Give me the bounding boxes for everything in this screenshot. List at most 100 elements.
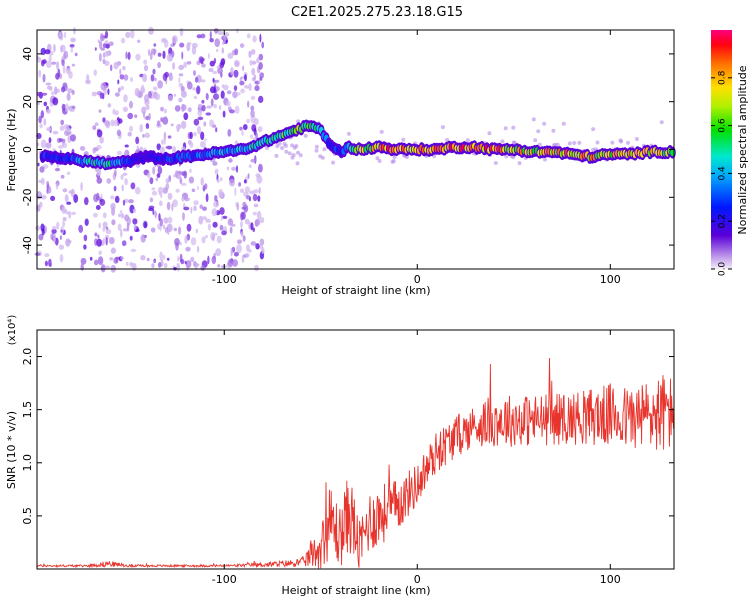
spectrogram-noise-cell (229, 178, 235, 187)
spectrogram-haze-cell (377, 159, 382, 163)
spectrogram-noise-cell (48, 55, 52, 63)
spectrogram-noise-cell (251, 67, 256, 76)
spectrogram-noise-cell (110, 247, 116, 254)
spectrogram-noise-cell (110, 195, 115, 200)
spectrogram-noise-cell (162, 224, 166, 230)
spectrogram-noise-cell (184, 197, 190, 202)
spectrogram-noise-cell (52, 97, 59, 106)
spectrogram-noise-cell (232, 259, 239, 267)
spectrogram-noise-cell (80, 182, 83, 191)
spectrogram-noise-cell (97, 256, 104, 266)
spectrogram-noise-cell (158, 213, 161, 222)
spectrogram-noise-cell (135, 136, 140, 145)
spectrogram-noise-cell (205, 92, 209, 101)
spectrogram-noise-cell (59, 254, 64, 263)
spectrogram-haze-cell (401, 137, 406, 142)
spectrogram-noise-cell (205, 112, 212, 116)
spectrogram-haze-cell (572, 141, 577, 145)
spectrogram-haze-cell (331, 160, 336, 165)
spectrogram-noise-cell (234, 61, 240, 67)
spectrogram-noise-cell (204, 234, 208, 239)
spectrogram-noise-cell (153, 259, 156, 263)
spectrogram-noise-cell (149, 52, 153, 60)
spectrogram-noise-cell (43, 101, 48, 107)
spectrogram-noise-cell (121, 184, 124, 192)
spectrogram-haze-cell (283, 143, 288, 148)
spectrogram-noise-cell (126, 222, 130, 232)
spectrogram-haze-cell (517, 161, 522, 166)
spectrogram-haze-cell (503, 126, 508, 131)
spectrogram-noise-cell (189, 168, 192, 173)
spectrogram-xtick-label: -100 (212, 273, 237, 286)
spectrogram-noise-cell (222, 215, 228, 219)
spectrogram-noise-cell (241, 211, 246, 220)
spectrogram-noise-cell (183, 112, 189, 121)
spectrogram-noise-cell (63, 50, 69, 60)
spectrogram-noise-cell (212, 70, 218, 75)
spectrogram-noise-cell (201, 99, 205, 104)
spectrogram-noise-cell (217, 30, 224, 36)
spectrogram-noise-cell (63, 142, 68, 149)
spectrogram-noise-cell (56, 61, 60, 70)
spectrogram-noise-cell (93, 69, 97, 76)
spectrogram-noise-cell (124, 144, 129, 148)
spectrogram-noise-cell (62, 220, 66, 228)
spectrogram-noise-cell (152, 86, 158, 91)
spectrogram-noise-cell (253, 203, 259, 208)
spectrogram-noise-cell (229, 226, 233, 234)
spectrogram-noise-cell (201, 236, 206, 244)
spectrogram-noise-cell (108, 41, 114, 46)
spectrogram-noise-cell (186, 61, 192, 65)
spectrogram-noise-cell (120, 85, 125, 91)
spectrogram-noise-cell (35, 225, 40, 231)
spectrogram-noise-cell (235, 92, 241, 96)
spectrogram-noise-cell (202, 206, 207, 211)
spectrogram-noise-cell (178, 77, 181, 84)
spectrogram-noise-cell (111, 219, 116, 226)
spectrogram-noise-cell (239, 126, 243, 131)
spectrogram-noise-cell (225, 39, 228, 44)
spectrogram-noise-cell (146, 257, 150, 262)
spectrogram-noise-cell (39, 166, 45, 173)
spectrogram-noise-cell (222, 110, 226, 118)
spectrogram-noise-cell (243, 124, 248, 131)
spectrogram-noise-cell (71, 211, 76, 215)
spectrogram-noise-cell (34, 252, 41, 256)
spectrogram-noise-cell (204, 183, 208, 190)
spectrogram-noise-cell (43, 118, 47, 126)
spectrogram-noise-cell (162, 187, 168, 194)
spectrogram-noise-cell (130, 29, 135, 39)
spectrogram-ytick-label: -20 (21, 188, 34, 206)
spectrogram-noise-cell (214, 168, 219, 175)
spectrogram-noise-cell (181, 51, 184, 60)
spectrogram-noise-cell (159, 218, 163, 227)
spectrogram-noise-cell (40, 139, 47, 149)
spectrogram-noise-cell (198, 103, 202, 109)
spectrogram-noise-cell (145, 123, 150, 129)
spectrogram-noise-cell (115, 92, 120, 97)
spectrogram-noise-cell (261, 41, 265, 49)
spectrogram-noise-cell (99, 53, 102, 62)
spectrogram-noise-cell (230, 247, 233, 257)
spectrogram-noise-cell (64, 31, 67, 39)
spectrogram-noise-cell (151, 190, 158, 196)
spectrogram-noise-cell (123, 94, 128, 103)
snr-xlabel: Height of straight line (km) (281, 584, 430, 597)
spectrogram-noise-cell (159, 146, 165, 154)
spectrogram-noise-cell (210, 98, 214, 107)
spectrogram-noise-cell (250, 95, 256, 100)
spectrogram-noise-cell (52, 226, 57, 230)
spectrogram-noise-cell (63, 124, 70, 130)
spectrogram-noise-cell (97, 234, 100, 239)
snr-series (36, 357, 674, 569)
spectrogram-noise-cell (250, 105, 255, 111)
spectrogram-noise-cell (151, 263, 155, 268)
spectrogram-noise-cell (252, 211, 257, 216)
spectrogram-noise-cell (240, 231, 244, 238)
spectrogram-noise-cell (222, 84, 229, 91)
spectrogram-noise-cell (183, 170, 188, 179)
spectrogram-noise-cell (96, 129, 103, 138)
spectrogram-haze-cell (512, 140, 517, 145)
spectrogram-noise-cell (144, 132, 150, 139)
spectrogram-noise-cell (68, 94, 71, 101)
